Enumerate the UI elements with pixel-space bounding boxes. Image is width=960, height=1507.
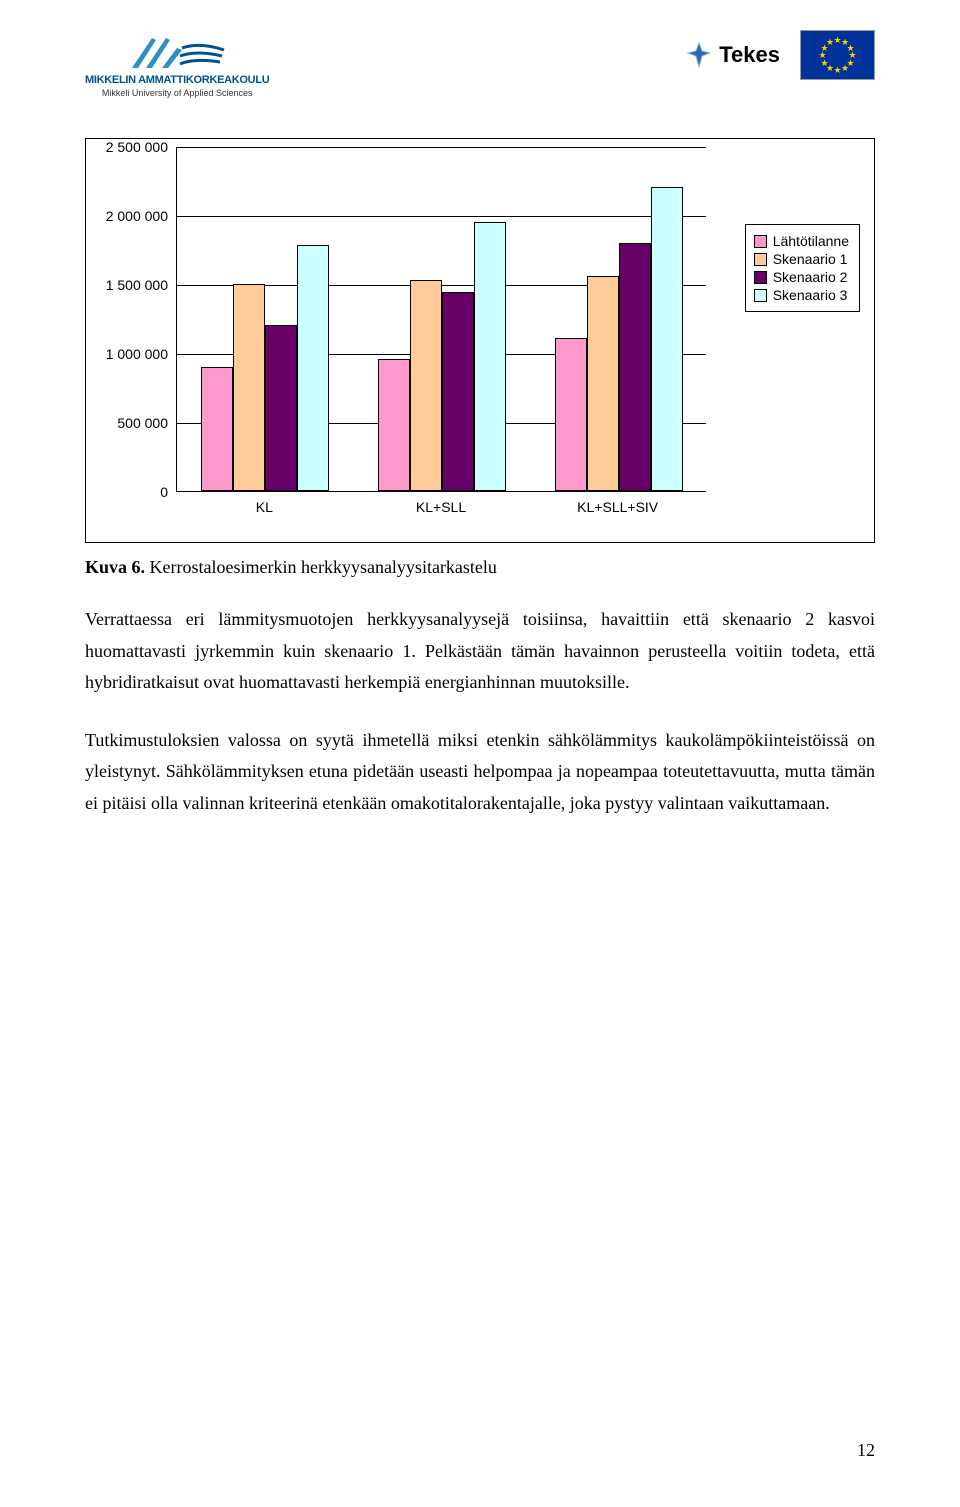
legend-swatch [754,235,767,248]
y-tick-label: 500 000 [86,415,168,431]
legend-row: Lähtötilanne [754,233,849,249]
chart-bar [265,325,297,491]
tekes-logo: Tekes [685,41,780,69]
chart-bar [555,338,587,491]
chart-bar [233,284,265,491]
legend-swatch [754,289,767,302]
chart-bar [619,243,651,491]
legend-row: Skenaario 1 [754,251,849,267]
y-tick-label: 1 500 000 [86,277,168,293]
legend-label: Skenaario 2 [773,269,848,285]
mamk-logo: MIKKELIN AMMATTIKORKEAKOULU Mikkeli Univ… [85,30,269,98]
x-tick-label: KL+SLL+SIV [577,499,658,515]
right-logos: Tekes ★★★★★★★★★★★★ [685,30,875,80]
tekes-label: Tekes [719,42,780,68]
x-tick-label: KL+SLL [416,499,466,515]
legend-row: Skenaario 2 [754,269,849,285]
chart-bar [442,292,474,491]
paragraph-1: Verrattaessa eri lämmitysmuotojen herkky… [85,604,875,699]
figure-caption-label: Kuva 6. [85,557,145,577]
mamk-subtitle: Mikkeli University of Applied Sciences [102,88,253,98]
legend-label: Skenaario 1 [773,251,848,267]
legend-swatch [754,253,767,266]
paragraph-2: Tutkimustuloksien valossa on syytä ihmet… [85,725,875,820]
y-tick-label: 1 000 000 [86,346,168,362]
mamk-logo-mark [122,30,232,70]
figure-caption: Kuva 6. Kerrostaloesimerkin herkkyysanal… [85,557,875,578]
chart-bar [587,276,619,491]
chart-bar [297,245,329,491]
y-tick-label: 2 500 000 [86,139,168,155]
x-tick-label: KL [256,499,273,515]
legend-label: Lähtötilanne [773,233,849,249]
legend-row: Skenaario 3 [754,287,849,303]
legend-swatch [754,271,767,284]
mamk-title: MIKKELIN AMMATTIKORKEAKOULU [85,74,269,86]
page-number: 12 [857,1440,875,1461]
legend-label: Skenaario 3 [773,287,848,303]
eu-flag-icon: ★★★★★★★★★★★★ [800,30,875,80]
figure-caption-text: Kerrostaloesimerkin herkkyysanalyysitark… [145,557,497,577]
chart-bar [651,187,683,491]
chart-legend: Lähtötilanne Skenaario 1 Skenaario 2 Skenaa… [745,224,860,312]
chart-plot-area [176,147,706,492]
chart-bar [474,222,506,491]
tekes-icon [685,41,713,69]
chart-bar [410,280,442,491]
chart-bar [201,367,233,491]
chart-bar [378,359,410,491]
y-tick-label: 0 [86,484,168,500]
y-tick-label: 2 000 000 [86,208,168,224]
chart-container: Lähtötilanne Skenaario 1 Skenaario 2 Skenaa… [85,138,875,543]
page-header: MIKKELIN AMMATTIKORKEAKOULU Mikkeli Univ… [0,0,960,118]
